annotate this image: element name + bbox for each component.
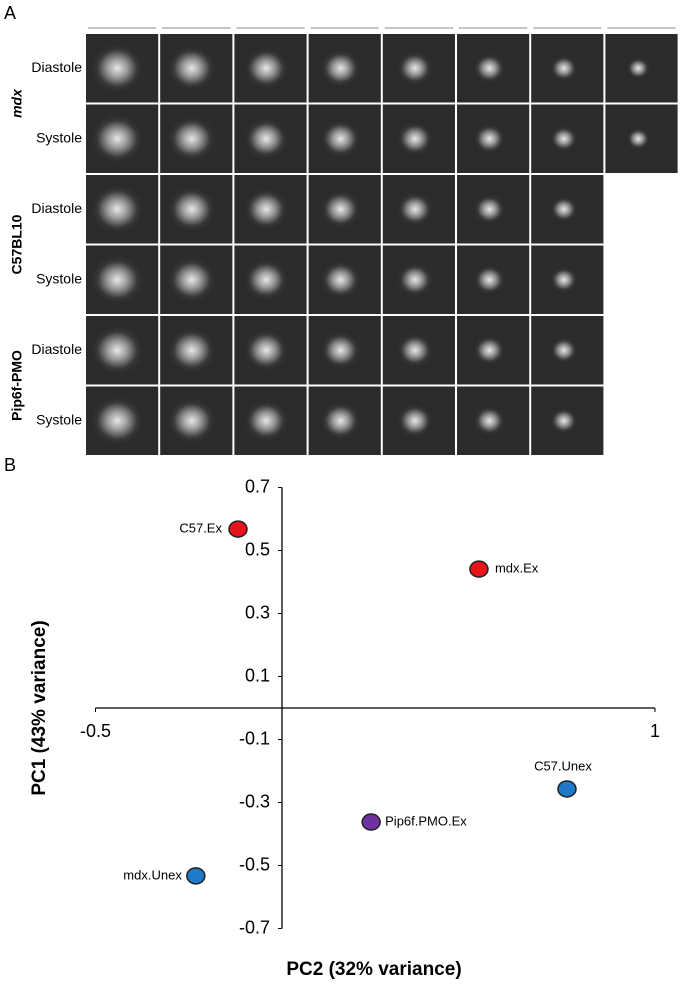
group-label: Pip6f-PMO	[9, 350, 25, 421]
group-label: mdx	[9, 88, 25, 118]
heart-signal	[244, 187, 293, 232]
point-label: Pip6f.PMO.Ex	[385, 813, 467, 828]
heart-signal	[474, 264, 508, 296]
heart-signal	[168, 255, 221, 304]
row-label: Systole	[36, 411, 82, 427]
panel-b: B 0.7 0.5 0.3 0.1 -0.1 -0.3 -0.5 -0.7 -0.5 1 PC2 (3…	[4, 455, 660, 980]
heart-signal	[168, 44, 221, 93]
heart-signal	[321, 118, 364, 159]
heart-signal	[244, 257, 293, 302]
y-axis-label: PC1 (43% variance)	[29, 620, 50, 795]
point-label: mdx.Unex	[123, 867, 182, 882]
heart-signal	[474, 52, 508, 84]
y-tick-label: -0.5	[239, 854, 270, 874]
y-tick-label: -0.3	[239, 791, 270, 811]
heart-signal	[627, 56, 652, 80]
point	[361, 813, 381, 831]
x-tick-label: 1	[650, 721, 660, 741]
y-tick-label: 0.5	[245, 539, 270, 559]
heart-signal	[244, 398, 293, 443]
y-tick-label: -0.7	[239, 917, 270, 937]
heart-signal	[474, 123, 508, 155]
point-label: mdx.Ex	[495, 561, 539, 576]
heart-signal	[550, 125, 580, 153]
panel-label: A	[4, 3, 16, 23]
point-label: C57.Unex	[534, 758, 592, 773]
point	[186, 867, 206, 885]
heart-signal	[550, 195, 580, 223]
heart-signal	[92, 42, 149, 95]
heart-signal	[92, 394, 149, 447]
heart-signal	[397, 262, 436, 298]
row-label: Diastole	[31, 59, 82, 75]
point	[469, 560, 489, 578]
point	[557, 780, 577, 798]
heart-signal	[627, 127, 652, 151]
heart-signal	[321, 259, 364, 300]
y-tick-label: -0.1	[239, 728, 270, 748]
heart-signal	[92, 253, 149, 306]
heart-signal	[321, 330, 364, 371]
heart-signal	[397, 332, 436, 368]
heart-signal	[321, 400, 364, 441]
heart-signal	[244, 328, 293, 373]
point-label: C57.Ex	[179, 521, 222, 536]
row-label: Diastole	[31, 341, 82, 357]
panel-label: B	[4, 455, 16, 475]
x-tick-label: -0.5	[80, 721, 111, 741]
y-tick-label: 0.1	[245, 665, 270, 685]
heart-signal	[397, 191, 436, 227]
heart-signal	[550, 407, 580, 435]
heart-signal	[244, 46, 293, 91]
row-label: Systole	[36, 129, 82, 145]
heart-signal	[474, 405, 508, 437]
heart-signal	[397, 121, 436, 157]
heart-signal	[244, 116, 293, 161]
heart-signal	[474, 334, 508, 366]
heart-signal	[321, 48, 364, 89]
heart-signal	[168, 114, 221, 163]
y-tick-label: 0.7	[245, 476, 270, 496]
heart-signal	[550, 336, 580, 364]
heart-signal	[92, 112, 149, 165]
heart-signal	[397, 403, 436, 439]
heart-signal	[168, 326, 221, 375]
heart-signal	[474, 193, 508, 225]
group-label: C57BL10	[9, 214, 25, 274]
heart-signal	[550, 54, 580, 82]
heart-signal	[550, 266, 580, 294]
heart-signal	[168, 396, 221, 445]
row-label: Diastole	[31, 200, 82, 216]
point	[228, 520, 248, 538]
heart-signal	[321, 189, 364, 230]
heart-signal	[168, 185, 221, 234]
heart-signal	[397, 50, 436, 86]
heart-signal	[92, 324, 149, 377]
heart-signal	[92, 183, 149, 236]
x-axis-label: PC2 (32% variance)	[286, 959, 461, 980]
row-label: Systole	[36, 270, 82, 286]
y-tick-label: 0.3	[245, 602, 270, 622]
